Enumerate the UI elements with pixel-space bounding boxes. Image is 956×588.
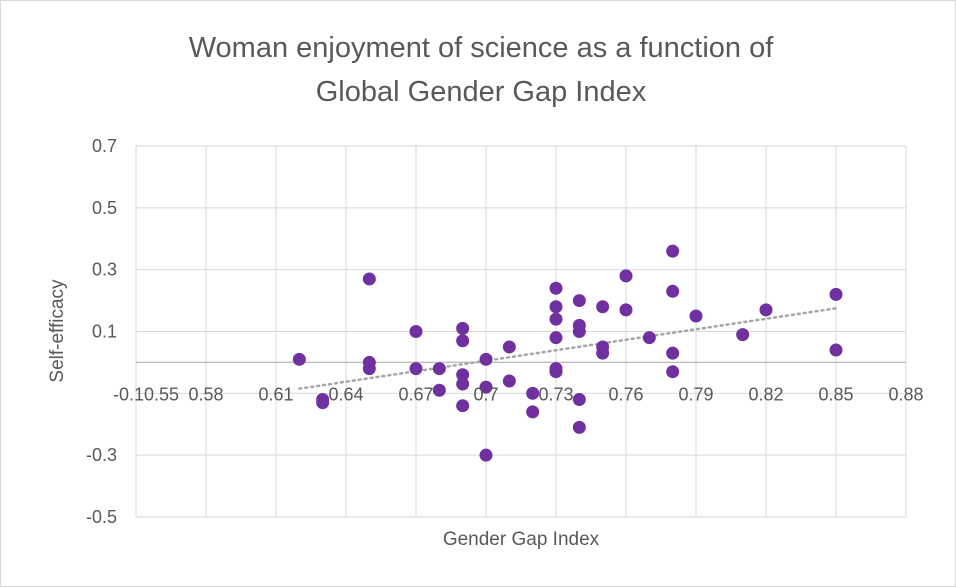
- data-point: [666, 244, 680, 258]
- data-point: [666, 365, 680, 379]
- data-point: [759, 303, 773, 317]
- x-tick-label: 0.82: [748, 384, 783, 404]
- y-tick-label: -0.5: [86, 507, 117, 527]
- data-point: [456, 399, 470, 413]
- data-point: [829, 343, 843, 357]
- data-point: [596, 346, 610, 360]
- data-point: [526, 405, 540, 419]
- data-point: [549, 281, 563, 295]
- y-axis-title: Self-efficacy: [47, 279, 68, 383]
- data-point: [502, 374, 516, 388]
- x-tick-label: 0.79: [678, 384, 713, 404]
- data-point: [432, 362, 446, 376]
- data-point: [456, 334, 470, 348]
- data-point: [502, 340, 516, 354]
- data-point: [549, 365, 563, 379]
- y-tick-label: -0.3: [86, 445, 117, 465]
- y-tick-label: 0.3: [92, 260, 117, 280]
- chart-title-line-2: Global Gender Gap Index: [316, 76, 647, 108]
- data-point: [666, 346, 680, 360]
- data-point: [479, 448, 493, 462]
- x-tick-label: -0.10.55: [113, 384, 179, 404]
- data-point: [292, 352, 306, 366]
- data-points: [292, 244, 843, 462]
- data-point: [549, 331, 563, 345]
- data-point: [666, 284, 680, 298]
- data-point: [362, 272, 376, 286]
- x-tick-label: 0.58: [188, 384, 223, 404]
- x-axis-title: Gender Gap Index: [443, 529, 600, 550]
- data-point: [456, 368, 470, 382]
- x-tick-label: 0.67: [398, 384, 433, 404]
- data-point: [316, 396, 330, 410]
- data-point: [432, 383, 446, 397]
- data-point: [596, 300, 610, 314]
- data-point: [736, 328, 750, 342]
- x-tick-label: 0.61: [258, 384, 293, 404]
- data-point: [572, 325, 586, 338]
- chart-title-line-1: Woman enjoyment of science as a function…: [189, 32, 775, 64]
- data-point: [549, 300, 563, 314]
- data-point: [829, 287, 843, 301]
- data-point: [572, 420, 586, 434]
- trendline-layer: [298, 307, 838, 390]
- data-point: [526, 386, 540, 400]
- data-point: [479, 380, 493, 394]
- data-point: [642, 331, 656, 345]
- data-point: [619, 269, 633, 283]
- x-tick-label: 0.85: [818, 384, 853, 404]
- data-point: [409, 325, 423, 338]
- tick-labels: 0.7 0.5 0.3 0.1 -0.3 -0.5 -0.10.55 0.58 0.61 0.64…: [86, 136, 924, 527]
- x-tick-label: 0.88: [888, 384, 923, 404]
- linear-trendline: [298, 307, 838, 390]
- y-tick-label: 0.5: [92, 198, 117, 218]
- x-tick-label: 0.73: [538, 384, 573, 404]
- data-point: [689, 309, 703, 323]
- data-point: [572, 294, 586, 308]
- data-point: [409, 362, 423, 376]
- y-tick-label: 0.1: [92, 322, 117, 342]
- x-tick-label: 0.7: [473, 384, 498, 404]
- x-tick-label: 0.76: [608, 384, 643, 404]
- data-point: [479, 352, 493, 366]
- data-point: [456, 321, 470, 335]
- gridlines: [135, 145, 907, 518]
- data-point: [572, 393, 586, 407]
- x-tick-label: 0.64: [328, 384, 363, 404]
- data-point: [456, 377, 470, 391]
- y-tick-label: 0.7: [92, 136, 117, 156]
- data-point: [619, 303, 633, 317]
- data-point: [549, 312, 563, 326]
- data-point: [362, 362, 376, 376]
